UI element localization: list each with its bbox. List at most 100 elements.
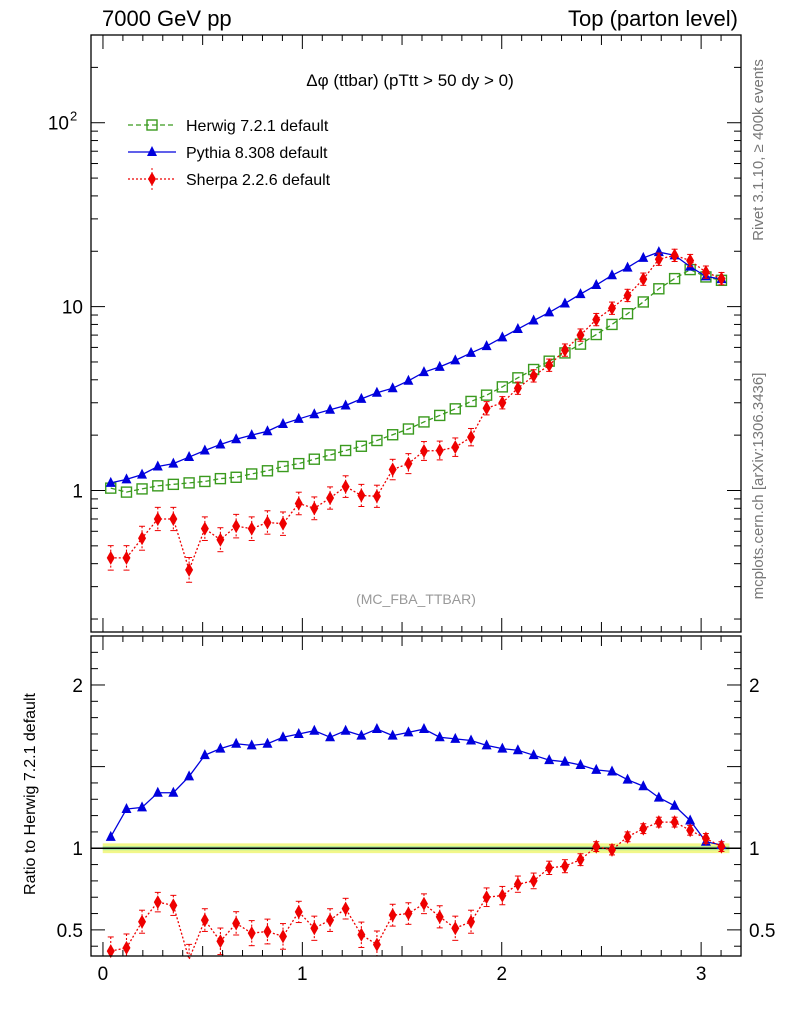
data-point <box>701 265 710 280</box>
data-point <box>137 468 148 479</box>
data-point <box>622 261 633 272</box>
data-point <box>232 519 241 534</box>
data-point <box>544 306 555 317</box>
data-point <box>654 252 663 267</box>
series-line <box>110 251 722 484</box>
data-point <box>246 739 257 750</box>
ratio-plot-frame <box>90 635 742 957</box>
data-point <box>591 763 602 774</box>
data-point <box>148 172 156 186</box>
data-point <box>341 901 350 916</box>
data-point <box>386 429 399 441</box>
data-point <box>310 501 319 516</box>
data-point <box>560 343 569 358</box>
legend-entry: Pythia 8.308 default <box>128 145 328 162</box>
data-point <box>185 562 194 577</box>
data-point <box>169 898 178 913</box>
legend-entry: Sherpa 2.2.6 default <box>128 168 331 190</box>
series-layer <box>105 246 728 962</box>
data-point <box>623 288 632 303</box>
data-point <box>232 916 241 931</box>
legend-label: Sherpa 2.2.6 default <box>186 172 331 189</box>
data-point <box>404 906 413 921</box>
data-point <box>418 366 429 377</box>
data-point <box>575 758 586 769</box>
data-point <box>450 732 461 743</box>
data-point <box>467 914 476 929</box>
y-tick-label: 10 <box>62 298 83 319</box>
data-point <box>449 403 461 415</box>
analysis-annotation: (MC_FBA_TTBAR) <box>356 591 476 607</box>
main-series-open-square <box>105 263 728 498</box>
data-point <box>686 823 695 838</box>
data-point <box>294 904 303 919</box>
data-point <box>138 531 147 546</box>
data-point <box>153 895 162 910</box>
data-point <box>371 386 382 397</box>
data-point <box>434 360 445 371</box>
ratio-y-tick-label: 0.5 <box>57 921 83 942</box>
data-point <box>403 374 414 385</box>
data-point <box>340 724 351 735</box>
data-point <box>717 271 726 286</box>
data-point <box>717 839 726 854</box>
data-point <box>529 873 538 888</box>
data-point <box>152 460 163 471</box>
data-point <box>122 550 131 565</box>
data-point <box>199 749 210 760</box>
rivet-version-label: Rivet 3.1.10, ≥ 400k events <box>750 59 767 241</box>
main-series-filled-diamond <box>106 248 726 583</box>
data-point <box>686 253 695 268</box>
data-point <box>513 877 522 892</box>
data-point <box>670 248 679 263</box>
data-point <box>293 457 305 470</box>
data-point <box>184 770 195 781</box>
data-point <box>152 480 164 492</box>
data-point <box>654 815 663 830</box>
data-point <box>637 296 650 308</box>
data-point <box>559 755 570 766</box>
data-point <box>451 921 460 936</box>
data-point <box>168 457 179 468</box>
data-point <box>513 381 522 396</box>
data-point <box>387 729 398 740</box>
data-point <box>623 829 632 844</box>
data-point <box>606 765 617 776</box>
data-point <box>496 381 509 393</box>
data-point <box>465 395 477 408</box>
x-tick-label: 0 <box>98 964 109 985</box>
data-point <box>435 443 444 458</box>
legend-label: Pythia 8.308 default <box>186 145 328 162</box>
data-point <box>310 921 319 936</box>
data-point <box>263 924 272 939</box>
data-point <box>388 462 397 477</box>
data-point <box>639 821 648 836</box>
data-point <box>576 852 585 867</box>
data-point <box>529 368 538 383</box>
data-point <box>451 440 460 455</box>
data-point <box>326 491 335 506</box>
data-point <box>279 929 288 944</box>
data-point <box>621 308 634 320</box>
data-point <box>146 119 158 131</box>
data-point <box>309 408 320 419</box>
y-tick-label: 10 <box>48 114 69 135</box>
data-point <box>638 780 649 791</box>
data-point <box>544 754 555 765</box>
data-point <box>450 354 461 365</box>
data-point <box>136 483 148 495</box>
data-point <box>606 269 617 280</box>
data-point <box>105 830 116 841</box>
data-point <box>482 401 491 416</box>
data-point <box>404 456 413 471</box>
data-point <box>152 786 163 797</box>
data-point <box>590 328 602 341</box>
data-point <box>434 409 446 422</box>
data-point <box>214 472 227 485</box>
data-point <box>246 429 257 440</box>
data-point <box>138 914 147 929</box>
data-point <box>355 440 368 452</box>
data-point <box>200 913 209 928</box>
data-point <box>653 791 664 802</box>
